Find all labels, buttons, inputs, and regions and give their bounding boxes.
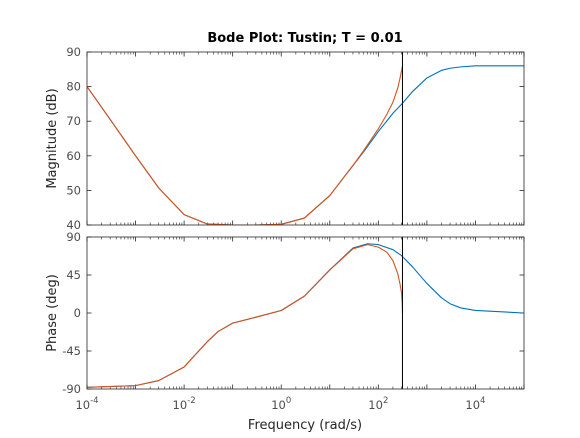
y-tick-label: 80: [66, 80, 81, 94]
x-axis-label: Frequency (rad/s): [248, 418, 362, 433]
y-tick-label: 90: [66, 45, 81, 59]
y-tick-label: -45: [62, 344, 81, 358]
axes-frame-magnitude: [86, 51, 525, 226]
y-tick-label: -90: [62, 382, 81, 396]
panel-phase: -90 -45 0 45 90 Phase (deg): [45, 230, 525, 396]
x-tick-exponent: 2: [383, 396, 388, 406]
y-tick-label: 45: [66, 268, 81, 282]
y-tick-label: 90: [66, 230, 81, 244]
x-tick-exponent: 0: [286, 396, 291, 406]
x-tick-exponent: -2: [187, 396, 195, 406]
y-tick-label: 40: [66, 218, 81, 232]
series-discrete-magnitude: [87, 65, 404, 225]
chart-title: Bode Plot: Tustin; T = 0.01: [207, 31, 402, 46]
x-tick-label: 100: [271, 396, 291, 412]
axes-frame-phase: [86, 236, 525, 390]
y-tick-label: 50: [66, 183, 81, 197]
y-tick-label: 0: [74, 306, 81, 320]
y-tick-label: 70: [66, 114, 81, 128]
series-continuous-phase: [87, 243, 524, 388]
x-tick-label: 10-4: [75, 396, 98, 412]
y-axis-label-magnitude: Magnitude (dB): [45, 88, 60, 188]
x-tick-exponent: 4: [480, 396, 485, 406]
x-tick-exponent: -4: [90, 396, 98, 406]
x-tick-label: 104: [465, 396, 485, 412]
y-tick-label: 60: [66, 149, 81, 163]
panel-magnitude: 40 50 60 70 80 90 Magnitude (dB): [45, 45, 525, 232]
series-continuous-magnitude: [87, 65, 524, 225]
x-tick-label: 102: [368, 396, 388, 412]
y-axis-label-phase: Phase (deg): [45, 274, 60, 352]
x-tick-label: 10-2: [173, 396, 196, 412]
series-discrete-phase: [87, 244, 404, 388]
